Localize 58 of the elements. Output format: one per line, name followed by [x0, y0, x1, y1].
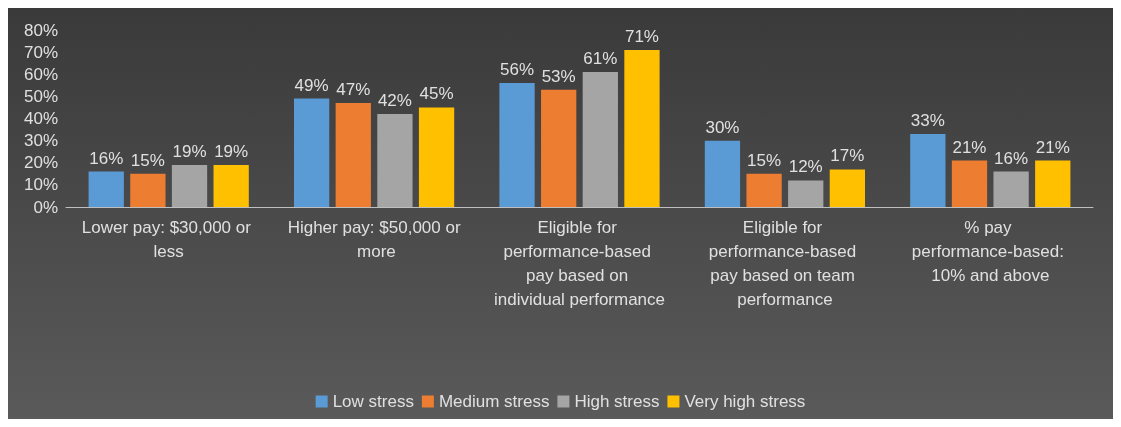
bar: [993, 171, 1029, 207]
y-tick-label: 40%: [23, 109, 58, 128]
data-label: 61%: [583, 49, 618, 69]
bar: [746, 173, 782, 207]
y-tick-label: 80%: [23, 20, 58, 40]
bar: [88, 171, 124, 207]
bar: [951, 160, 988, 207]
data-label: 71%: [624, 26, 659, 46]
bar: [499, 83, 535, 207]
data-label: 17%: [830, 146, 865, 166]
y-tick-label: 0%: [33, 197, 58, 217]
data-label: 16%: [89, 148, 124, 168]
bar: [829, 169, 866, 207]
bar: [293, 98, 330, 207]
y-tick-label: 20%: [23, 153, 58, 173]
legend-label: Very high stress: [684, 392, 806, 411]
data-label: 47%: [336, 80, 371, 100]
bar: [377, 114, 413, 207]
bar: [910, 133, 946, 207]
legend-label: High stress: [574, 392, 660, 411]
bar: [418, 107, 455, 207]
data-label: 15%: [747, 150, 782, 170]
bar: [541, 89, 577, 207]
bar: [335, 103, 371, 207]
data-label: 33%: [910, 110, 945, 130]
data-label: 42%: [377, 91, 412, 111]
data-label: 19%: [172, 141, 207, 161]
data-label: 53%: [541, 66, 576, 86]
data-label: 45%: [419, 84, 454, 104]
x-tick-label: % pay performance-based: 10% and above: [911, 217, 1069, 285]
legend-label: Medium stress: [438, 392, 550, 411]
data-label: 19%: [214, 141, 249, 161]
y-tick-label: 70%: [23, 42, 58, 62]
y-tick-label: 10%: [23, 175, 58, 195]
x-tick-label: Higher pay: $50,000 or more: [287, 217, 461, 261]
bar: [1035, 160, 1071, 207]
bar: [213, 164, 249, 207]
bar: [624, 49, 660, 207]
bar: [582, 72, 618, 207]
x-tick-label: Eligible for performance-based pay based on team performance: [708, 217, 861, 309]
data-label: 56%: [500, 60, 535, 80]
bar: [704, 140, 741, 207]
data-label: 30%: [705, 117, 740, 137]
data-label: 21%: [952, 137, 987, 157]
y-tick-label: 50%: [23, 86, 58, 106]
x-tick-label: Eligible for performance-based pay based on individual performance: [493, 217, 666, 309]
bar: [788, 180, 824, 207]
data-label: 16%: [994, 148, 1029, 168]
bar: [130, 173, 166, 207]
legend-label: Low stress: [332, 392, 414, 411]
data-label: 49%: [294, 75, 329, 95]
x-tick-label: Lower pay: $30,000 or less: [81, 217, 256, 261]
bar: [171, 164, 208, 207]
y-tick-label: 60%: [23, 64, 58, 84]
data-label: 12%: [788, 157, 823, 177]
y-tick-label: 30%: [23, 131, 58, 151]
data-label: 21%: [1035, 137, 1070, 157]
data-label: 15%: [130, 150, 165, 170]
